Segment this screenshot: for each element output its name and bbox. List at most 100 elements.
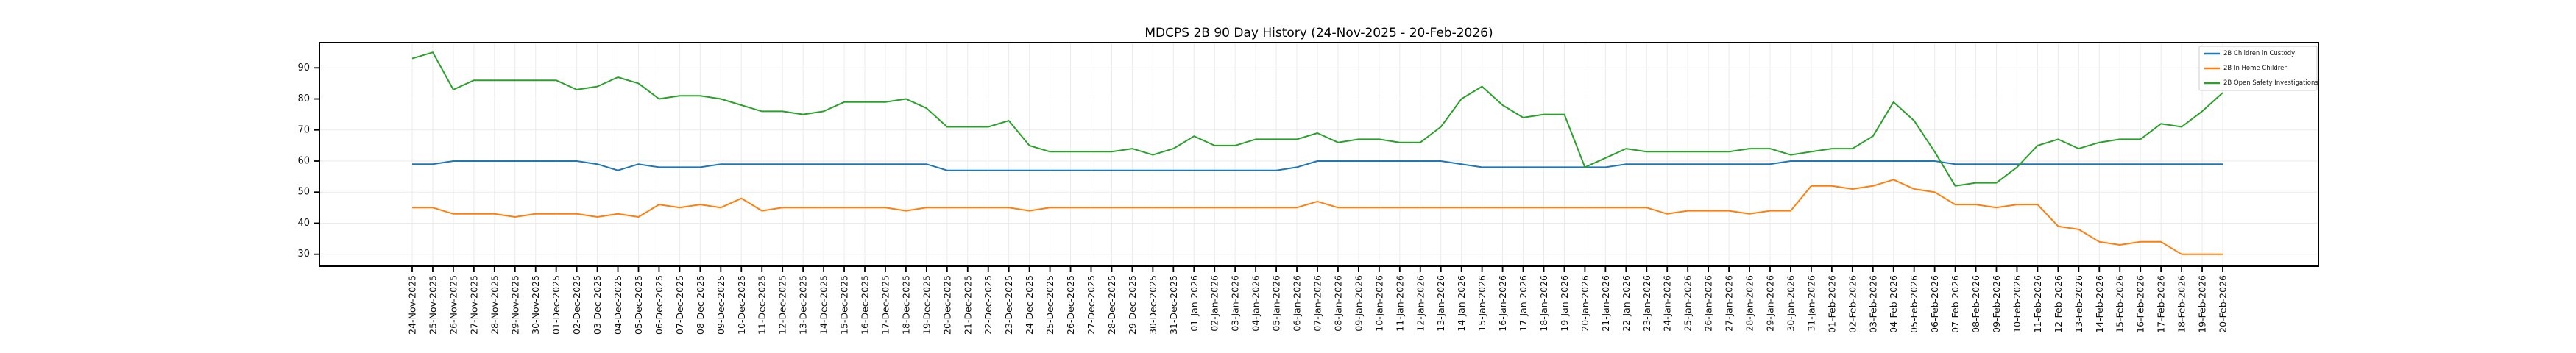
x-tick-label: 11-Dec-2025 [757, 275, 768, 335]
x-tick-label: 26-Jan-2026 [1703, 275, 1714, 332]
x-axis: 24-Nov-2025 25-Nov-2025 26-Nov-2025 27-Nov-… [407, 266, 2229, 335]
x-tick-label: 16-Feb-2026 [2135, 275, 2146, 333]
x-tick-label: 10-Jan-2026 [1373, 275, 1384, 332]
x-tick-label: 02-Jan-2026 [1209, 275, 1220, 332]
x-tick-label: 26-Nov-2025 [447, 275, 459, 335]
x-tick-label: 19-Jan-2026 [1559, 275, 1570, 332]
x-tick-label: 12-Dec-2025 [777, 275, 788, 335]
y-tick-label: 70 [297, 124, 310, 135]
x-tick-label: 25-Nov-2025 [427, 275, 438, 335]
x-tick-label: 17-Jan-2026 [1518, 275, 1529, 332]
x-tick-label: 11-Jan-2026 [1394, 275, 1405, 332]
x-tick-label: 08-Jan-2026 [1332, 275, 1343, 332]
x-tick-label: 05-Feb-2026 [1908, 275, 1919, 333]
x-tick-label: 17-Feb-2026 [2156, 275, 2167, 333]
x-tick-label: 05-Jan-2026 [1271, 275, 1282, 332]
x-tick-label: 29-Dec-2025 [1127, 275, 1138, 335]
x-tick-label: 11-Feb-2026 [2032, 275, 2043, 333]
legend-box [2198, 46, 2318, 91]
x-tick-label: 28-Jan-2026 [1744, 275, 1755, 332]
x-tick-label: 19-Dec-2025 [921, 275, 932, 335]
x-tick-label: 29-Jan-2026 [1765, 275, 1776, 332]
y-tick-label: 60 [297, 156, 310, 167]
x-tick-label: 22-Jan-2026 [1621, 275, 1632, 332]
x-tick-label: 30-Jan-2026 [1785, 275, 1796, 332]
x-tick-label: 09-Feb-2026 [1991, 275, 2002, 333]
x-tick-label: 06-Jan-2026 [1292, 275, 1303, 332]
x-tick-label: 13-Jan-2026 [1435, 275, 1446, 332]
x-tick-label: 18-Jan-2026 [1538, 275, 1549, 332]
y-axis: 30 40 50 60 70 80 90 [297, 63, 319, 260]
x-tick-label: 15-Dec-2025 [839, 275, 850, 335]
x-tick-label: 24-Jan-2026 [1662, 275, 1673, 332]
y-tick-label: 50 [297, 187, 310, 198]
x-tick-label: 02-Dec-2025 [571, 275, 582, 335]
x-tick-label: 01-Dec-2025 [551, 275, 562, 335]
x-tick-label: 26-Dec-2025 [1065, 275, 1076, 335]
x-tick-label: 14-Feb-2026 [2094, 275, 2105, 333]
x-tick-label: 09-Jan-2026 [1353, 275, 1364, 332]
x-tick-label: 10-Dec-2025 [736, 275, 747, 335]
x-tick-label: 21-Jan-2026 [1600, 275, 1611, 332]
x-tick-label: 01-Feb-2026 [1826, 275, 1837, 333]
x-tick-label: 31-Dec-2025 [1168, 275, 1179, 335]
y-tick-label: 30 [297, 249, 310, 260]
x-tick-label: 27-Dec-2025 [1086, 275, 1097, 335]
x-tick-label: 23-Dec-2025 [1003, 275, 1014, 335]
x-tick-label: 20-Feb-2026 [2218, 275, 2229, 333]
y-tick-label: 90 [297, 63, 310, 74]
x-tick-label: 22-Dec-2025 [983, 275, 994, 335]
x-tick-label: 24-Nov-2025 [407, 275, 418, 335]
legend: 2B Children in Custody 2B In Home Childre… [2198, 46, 2318, 91]
x-tick-label: 08-Dec-2025 [695, 275, 706, 335]
x-tick-label: 07-Feb-2026 [1950, 275, 1961, 333]
x-tick-label: 17-Dec-2025 [880, 275, 891, 335]
x-tick-label: 24-Dec-2025 [1024, 275, 1035, 335]
x-tick-label: 06-Feb-2026 [1929, 275, 1940, 333]
x-tick-label: 03-Dec-2025 [592, 275, 603, 335]
x-tick-label: 02-Feb-2026 [1847, 275, 1858, 333]
series-line-1 [412, 179, 2223, 255]
x-tick-label: 25-Dec-2025 [1044, 275, 1055, 335]
x-tick-label: 23-Jan-2026 [1641, 275, 1652, 332]
x-tick-label: 12-Jan-2026 [1415, 275, 1426, 332]
series-layer [411, 51, 2223, 255]
x-tick-label: 10-Feb-2026 [2011, 275, 2023, 333]
x-tick-label: 01-Jan-2026 [1189, 275, 1200, 332]
series-line-2 [411, 51, 2223, 187]
x-tick-label: 30-Dec-2025 [1147, 275, 1158, 335]
x-tick-label: 20-Jan-2026 [1579, 275, 1590, 332]
x-tick-label: 03-Feb-2026 [1867, 275, 1878, 333]
x-tick-label: 07-Dec-2025 [674, 275, 685, 335]
legend-label: 2B Children in Custody [2223, 50, 2295, 57]
y-tick-label: 40 [297, 218, 310, 229]
x-tick-label: 20-Dec-2025 [941, 275, 952, 335]
x-tick-label: 16-Dec-2025 [860, 275, 871, 335]
x-tick-label: 05-Dec-2025 [633, 275, 644, 335]
x-tick-label: 07-Jan-2026 [1312, 275, 1323, 332]
x-tick-label: 13-Dec-2025 [798, 275, 809, 335]
x-tick-label: 27-Nov-2025 [468, 275, 479, 335]
x-tick-label: 19-Feb-2026 [2197, 275, 2208, 333]
x-tick-label: 25-Jan-2026 [1682, 275, 1694, 332]
x-tick-label: 04-Dec-2025 [612, 275, 623, 335]
series-line-0 [412, 160, 2223, 171]
x-tick-label: 15-Jan-2026 [1476, 275, 1487, 332]
chart-title: MDCPS 2B 90 Day History (24-Nov-2025 - 2… [1144, 26, 1493, 40]
x-tick-label: 14-Jan-2026 [1456, 275, 1467, 332]
x-tick-label: 04-Feb-2026 [1888, 275, 1899, 333]
x-tick-label: 31-Jan-2026 [1805, 275, 1816, 332]
x-tick-label: 03-Jan-2026 [1230, 275, 1241, 332]
x-tick-label: 13-Feb-2026 [2073, 275, 2084, 333]
x-tick-label: 09-Dec-2025 [715, 275, 726, 335]
x-tick-label: 15-Feb-2026 [2115, 275, 2126, 333]
plot-frame [319, 42, 2319, 267]
x-tick-label: 08-Feb-2026 [1970, 275, 1981, 333]
legend-label: 2B Open Safety Investigations [2223, 79, 2318, 87]
x-tick-label: 06-Dec-2025 [654, 275, 665, 335]
x-tick-label: 29-Nov-2025 [509, 275, 520, 335]
x-tick-label: 04-Jan-2026 [1250, 275, 1262, 332]
y-tick-label: 80 [297, 93, 310, 104]
